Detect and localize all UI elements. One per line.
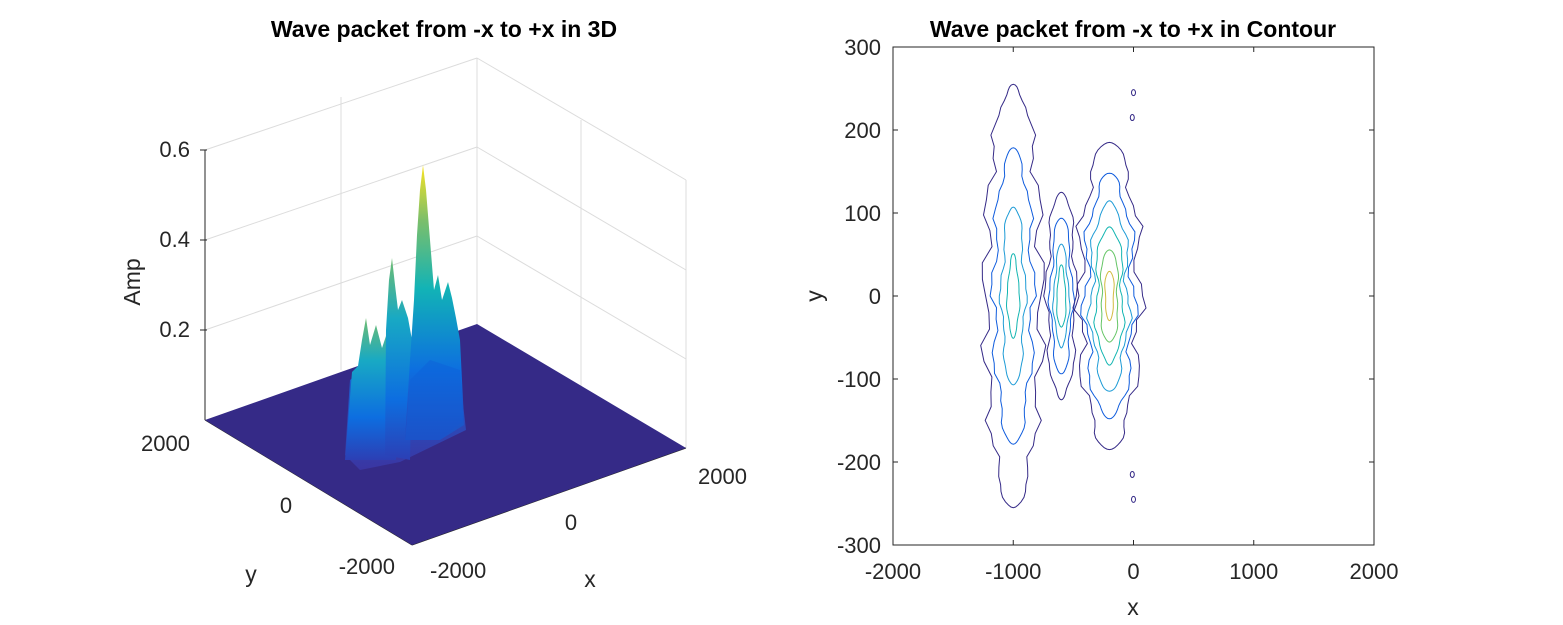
contour-level-line [1005, 253, 1021, 339]
contour-level-line [1043, 191, 1080, 401]
contour-plot: Wave packet from -x to +x in Contour -20… [801, 16, 1398, 620]
y-tick-neg2000: -2000 [339, 554, 395, 579]
contour-ytick-label: -200 [837, 450, 881, 475]
y-tick-0: 0 [280, 493, 292, 518]
contour-blob [1129, 470, 1135, 478]
contour-level-line [1072, 141, 1147, 451]
contour-level-line [980, 83, 1047, 509]
contour-x-axis-label: x [1127, 594, 1139, 620]
x-tick-neg2000: -2000 [430, 558, 486, 583]
surface-plot: Wave packet from -x to +x in 3D [119, 16, 747, 592]
x-tick-0: 0 [565, 510, 577, 535]
contour-level-line [1056, 264, 1067, 328]
contour-xtick-label: -2000 [865, 559, 921, 584]
x-tick-2000: 2000 [698, 464, 747, 489]
z-axis-label: Amp [119, 258, 145, 305]
contour-blob [1131, 495, 1136, 503]
z-tick-0.4: 0.4 [159, 227, 190, 252]
contour-level-line [1086, 200, 1133, 392]
surface-title: Wave packet from -x to +x in 3D [271, 16, 617, 42]
contour-level-line [1080, 172, 1139, 420]
contour-xtick-label: 1000 [1229, 559, 1278, 584]
contour-level-line [1104, 270, 1115, 322]
contour-title: Wave packet from -x to +x in Contour [930, 16, 1336, 42]
contour-ytick-label: 0 [869, 284, 881, 309]
contour-blob [1131, 89, 1136, 97]
surface-peaks [345, 165, 466, 470]
contour-level-line [1052, 243, 1071, 349]
y-axis-label-3d: y [245, 561, 257, 587]
contour-ytick-label: -300 [837, 533, 881, 558]
contour-ticks: -2000 -1000 0 1000 20003002001000-100-200-30… [837, 35, 1399, 584]
peak-3-shade [405, 360, 464, 440]
x-axis-label-3d: x [584, 566, 596, 592]
contour-level-line [1099, 249, 1119, 343]
contour-level-line [1093, 226, 1126, 366]
z-tick-0.2: 0.2 [159, 317, 190, 342]
contour-xtick-label: -1000 [985, 559, 1041, 584]
peak-1 [345, 318, 398, 460]
y-tick-2000: 2000 [141, 431, 190, 456]
contour-level-line [989, 147, 1037, 445]
z-tick-0.6: 0.6 [159, 137, 190, 162]
contour-ytick-label: -100 [837, 367, 881, 392]
contour-xtick-label: 0 [1127, 559, 1139, 584]
contour-ytick-label: 100 [844, 201, 881, 226]
contour-level-line [998, 206, 1028, 386]
contour-ytick-label: 300 [844, 35, 881, 60]
contour-level-line [1047, 217, 1076, 375]
contour-lines [980, 83, 1147, 509]
contour-blob [1129, 114, 1135, 122]
contour-ytick-label: 200 [844, 118, 881, 143]
contour-y-axis-label: y [801, 290, 827, 302]
contour-xtick-label: 2000 [1350, 559, 1399, 584]
peak-2 [385, 258, 412, 460]
